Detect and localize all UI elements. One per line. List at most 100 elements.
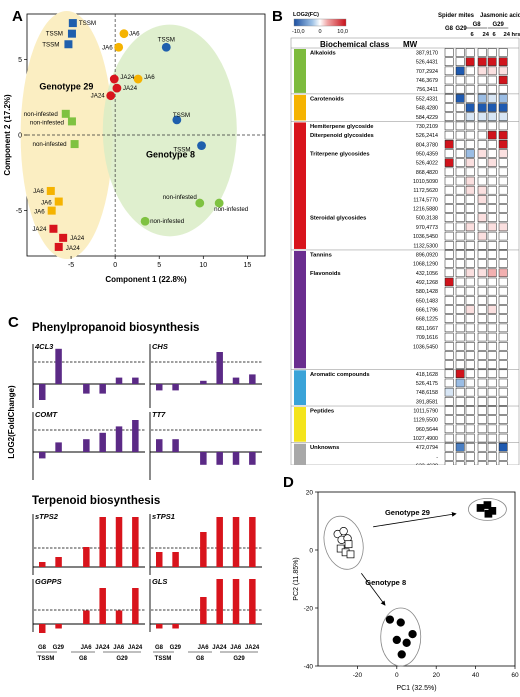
y-tick-label: 0 (18, 133, 22, 140)
data-point-ja6 (119, 29, 129, 39)
heatmap-cell (498, 222, 508, 232)
heatmap-cell (487, 158, 497, 167)
data-point-ja24 (49, 224, 58, 233)
heatmap-cell (455, 167, 465, 177)
expression-bar (132, 517, 139, 567)
heatmap-cell (487, 140, 497, 149)
mw-value: 552,4331 (416, 96, 438, 102)
heatmap-cell (487, 167, 497, 177)
section-title-terpenoid: Terpenoid biosynthesis (32, 495, 160, 507)
gene-label: sTPS1 (152, 512, 175, 521)
heatmap-cell (498, 250, 508, 259)
x-axis-label: PC1 (32.5%) (396, 685, 436, 692)
heatmap-cell (465, 167, 475, 177)
heatmap-cell (487, 250, 497, 259)
heatmap-cell (455, 158, 465, 167)
x-tick-label: 40 (472, 672, 480, 679)
mw-value: 500,3138 (416, 216, 438, 222)
panel-c-expression-bars: Phenylpropanoid biosynthesis Terpenoid bi… (7, 322, 262, 662)
col-group-label: G29 (492, 22, 504, 28)
data-label: non-infested (33, 141, 68, 148)
heatmap-cell (444, 424, 454, 434)
heatmap-cell (444, 57, 454, 66)
heatmap-cell (444, 130, 454, 140)
mw-value: 960,5644 (416, 427, 438, 433)
heatmap-cell (444, 387, 454, 397)
genotype-29-area (20, 10, 113, 260)
y-tick-label: 0 (309, 548, 313, 555)
class-label: Tannins (310, 252, 332, 258)
header-mw: MW (403, 40, 418, 49)
heatmap-cell (465, 222, 475, 232)
legend-colorbar (293, 18, 347, 27)
heatmap-cell (498, 204, 508, 213)
heatmap-cell (477, 314, 487, 323)
heatmap-cell (465, 323, 475, 333)
heatmap-cell (477, 57, 487, 66)
mw-value: 580,1428 (416, 289, 438, 295)
heatmap-cell (455, 176, 465, 186)
heatmap-cell (477, 342, 487, 351)
data-point-tssm (67, 29, 76, 38)
col-label: G29 (455, 26, 467, 32)
data-label: JA24 (123, 85, 138, 92)
heatmap-cell (477, 351, 487, 360)
data-point-square (484, 509, 493, 518)
heatmap-cell (498, 314, 508, 323)
genotype-29-label: Genotype 29 (385, 508, 430, 517)
class-color-bar (294, 370, 306, 406)
heatmap-cell (487, 332, 497, 342)
heatmap-cell (477, 424, 487, 434)
heatmap-cell (444, 314, 454, 323)
gene-label: sTPS2 (35, 512, 59, 521)
heatmap-cell (455, 185, 465, 195)
heatmap-cell (487, 259, 497, 268)
heatmap-cell (465, 75, 475, 85)
heatmap-cell (477, 140, 487, 149)
expression-bar (249, 517, 256, 567)
y-tick-label: -40 (304, 664, 314, 671)
data-label: JA6 (102, 44, 113, 51)
heatmap-cell (465, 433, 475, 443)
expression-bar (216, 517, 223, 567)
expression-bar (156, 439, 163, 452)
heatmap-cell (444, 415, 454, 424)
data-point-noninf (70, 140, 79, 149)
heatmap-cell (465, 103, 475, 112)
col-label: G8 (445, 26, 454, 32)
col-time-label: 24 (483, 32, 490, 38)
heatmap-cell (498, 140, 508, 149)
data-point-circle (385, 615, 395, 624)
heatmap-cell (487, 323, 497, 333)
heatmap-cell (465, 286, 475, 296)
heatmap-cell (487, 433, 497, 443)
heatmap-cell (498, 231, 508, 241)
heatmap-cell (487, 241, 497, 250)
heatmap-cell (444, 442, 454, 452)
heatmap-cell (465, 268, 475, 278)
data-point-noninf (195, 198, 205, 208)
x-tick-label: JA6 (113, 645, 125, 651)
data-point-circle (408, 629, 417, 639)
x-axis-label: Component 1 (22.8%) (105, 275, 187, 284)
heatmap-cell (465, 360, 475, 369)
heatmap-cell (477, 397, 487, 406)
heatmap-cell (444, 268, 454, 278)
data-point-tssm (68, 19, 77, 28)
heatmap-cell (444, 397, 454, 406)
x-tick-label: 0 (395, 672, 399, 679)
heatmap-cell (455, 103, 465, 112)
panel-c-letter: C (8, 314, 19, 331)
group-ellipse-open (323, 515, 364, 570)
heatmap-cell (487, 204, 497, 213)
heatmap-cell (477, 241, 487, 250)
heatmap-cell (455, 332, 465, 342)
heatmap-cell (444, 167, 454, 177)
heatmap-cell (444, 222, 454, 232)
heatmap-cell (487, 121, 497, 131)
gene-label: COMT (35, 410, 58, 419)
heatmap-cell (477, 185, 487, 195)
mw-value: 526,4431 (416, 60, 438, 66)
data-label: JA6 (144, 74, 155, 81)
heatmap-cell (444, 204, 454, 213)
